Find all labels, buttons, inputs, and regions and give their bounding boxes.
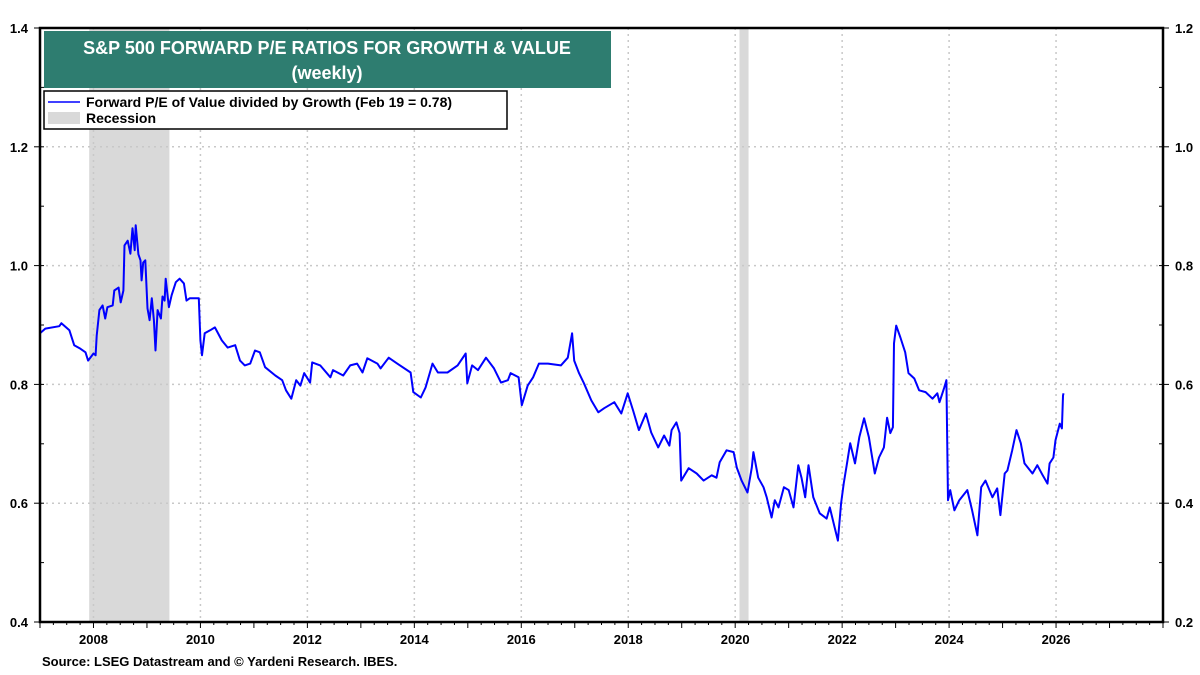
y-right-tick-label: 1.2 <box>1175 21 1193 36</box>
chart-title: S&P 500 FORWARD P/E RATIOS FOR GROWTH & … <box>83 38 571 58</box>
x-tick-label: 2020 <box>721 632 750 647</box>
chart-subtitle: (weekly) <box>291 63 362 83</box>
recession-band <box>739 28 749 622</box>
title-box: S&P 500 FORWARD P/E RATIOS FOR GROWTH & … <box>44 31 611 88</box>
legend-recession-swatch <box>48 112 80 124</box>
source-note: Source: LSEG Datastream and © Yardeni Re… <box>42 654 397 669</box>
legend: Forward P/E of Value divided by Growth (… <box>43 90 508 130</box>
x-tick-label: 2010 <box>186 632 215 647</box>
legend-recession-label: Recession <box>86 110 156 126</box>
x-tick-label: 2018 <box>614 632 643 647</box>
y-right-tick-label: 1.0 <box>1175 140 1193 155</box>
x-tick-labels: 2008 2010 2012 2014 2016 2018 2020 2022 2024 2026 <box>79 632 1070 647</box>
y-left-tick-label: 1.0 <box>10 259 28 274</box>
gridlines <box>40 28 1163 622</box>
x-tick-label: 2014 <box>400 632 430 647</box>
y-right-tick-label: 0.2 <box>1175 615 1193 630</box>
y-left-tick-label: 0.6 <box>10 496 28 511</box>
x-tick-label: 2026 <box>1042 632 1071 647</box>
y-left-tick-label: 1.4 <box>10 21 29 36</box>
series-line-value-growth-ratio <box>39 224 1065 542</box>
y-right-tick-label: 0.4 <box>1175 496 1194 511</box>
legend-series-label: Forward P/E of Value divided by Growth (… <box>86 94 452 110</box>
plot-frame <box>38 26 1165 624</box>
x-tick-label: 2022 <box>828 632 857 647</box>
y-right-tick-label: 0.8 <box>1175 259 1193 274</box>
y-left-tick-label: 1.2 <box>10 140 28 155</box>
x-tick-label: 2016 <box>507 632 536 647</box>
y-right-tick-label: 0.6 <box>1175 377 1193 392</box>
y-tick-labels: 0.4 0.6 0.8 1.0 1.2 1.4 0.2 0.4 0.6 0.8 1.0 1.2 <box>10 21 1194 630</box>
x-tick-label: 2008 <box>79 632 108 647</box>
y-left-tick-label: 0.8 <box>10 377 28 392</box>
x-tick-label: 2012 <box>293 632 322 647</box>
y-left-tick-label: 0.4 <box>10 615 29 630</box>
x-tick-label: 2024 <box>935 632 965 647</box>
